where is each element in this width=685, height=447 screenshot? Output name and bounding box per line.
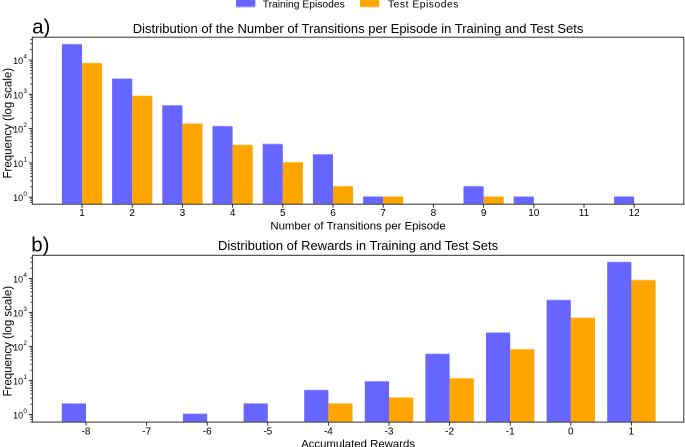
svg-text:10: 10 — [13, 193, 23, 203]
svg-text:4: 4 — [23, 54, 27, 61]
svg-text:Training Episodes: Training Episodes — [263, 0, 345, 11]
svg-text:10: 10 — [13, 125, 23, 135]
svg-text:Distribution of Rewards in Tra: Distribution of Rewards in Training and … — [218, 238, 499, 253]
svg-text:8: 8 — [431, 208, 437, 219]
svg-text:Accumulated Rewards: Accumulated Rewards — [301, 438, 415, 447]
svg-text:3: 3 — [180, 208, 186, 219]
svg-text:-1: -1 — [506, 426, 515, 437]
svg-text:b): b) — [31, 234, 49, 257]
svg-text:2: 2 — [23, 122, 27, 129]
svg-text:10: 10 — [13, 90, 23, 100]
svg-text:1: 1 — [629, 426, 635, 437]
svg-text:0: 0 — [23, 191, 27, 198]
svg-text:10: 10 — [13, 159, 23, 169]
svg-text:10: 10 — [13, 274, 23, 284]
svg-text:Test Episodes: Test Episodes — [388, 0, 459, 11]
svg-text:1: 1 — [23, 374, 27, 381]
svg-text:6: 6 — [330, 208, 336, 219]
svg-text:11: 11 — [579, 208, 590, 219]
svg-text:-4: -4 — [324, 426, 333, 437]
svg-text:10: 10 — [13, 376, 23, 386]
svg-text:Number of Transitions per Epis: Number of Transitions per Episode — [270, 220, 445, 232]
svg-text:1: 1 — [79, 208, 85, 219]
svg-text:4: 4 — [230, 208, 236, 219]
svg-text:Frequency (log scale): Frequency (log scale) — [3, 68, 15, 179]
svg-text:10: 10 — [13, 308, 23, 318]
svg-text:-7: -7 — [142, 426, 151, 437]
svg-text:-2: -2 — [445, 426, 454, 437]
svg-text:0: 0 — [23, 408, 27, 415]
svg-text:3: 3 — [23, 306, 27, 313]
svg-text:-8: -8 — [82, 426, 91, 437]
svg-text:a): a) — [32, 16, 50, 39]
svg-text:0: 0 — [568, 426, 574, 437]
svg-text:4: 4 — [23, 272, 27, 279]
svg-text:-5: -5 — [263, 426, 272, 437]
svg-text:10: 10 — [13, 410, 23, 420]
svg-text:Distribution of the Number of: Distribution of the Number of Transition… — [133, 21, 584, 36]
svg-text:Frequency (log scale): Frequency (log scale) — [3, 286, 15, 397]
svg-text:9: 9 — [481, 208, 487, 219]
svg-text:2: 2 — [129, 208, 135, 219]
svg-text:10: 10 — [13, 342, 23, 352]
svg-text:12: 12 — [629, 208, 641, 219]
svg-text:7: 7 — [380, 208, 386, 219]
svg-text:-3: -3 — [385, 426, 394, 437]
svg-text:3: 3 — [23, 88, 27, 95]
svg-text:2: 2 — [23, 340, 27, 347]
svg-text:5: 5 — [280, 208, 286, 219]
svg-text:10: 10 — [13, 56, 23, 66]
svg-text:1: 1 — [23, 157, 27, 164]
svg-text:-6: -6 — [203, 426, 212, 437]
svg-text:10: 10 — [528, 208, 540, 219]
